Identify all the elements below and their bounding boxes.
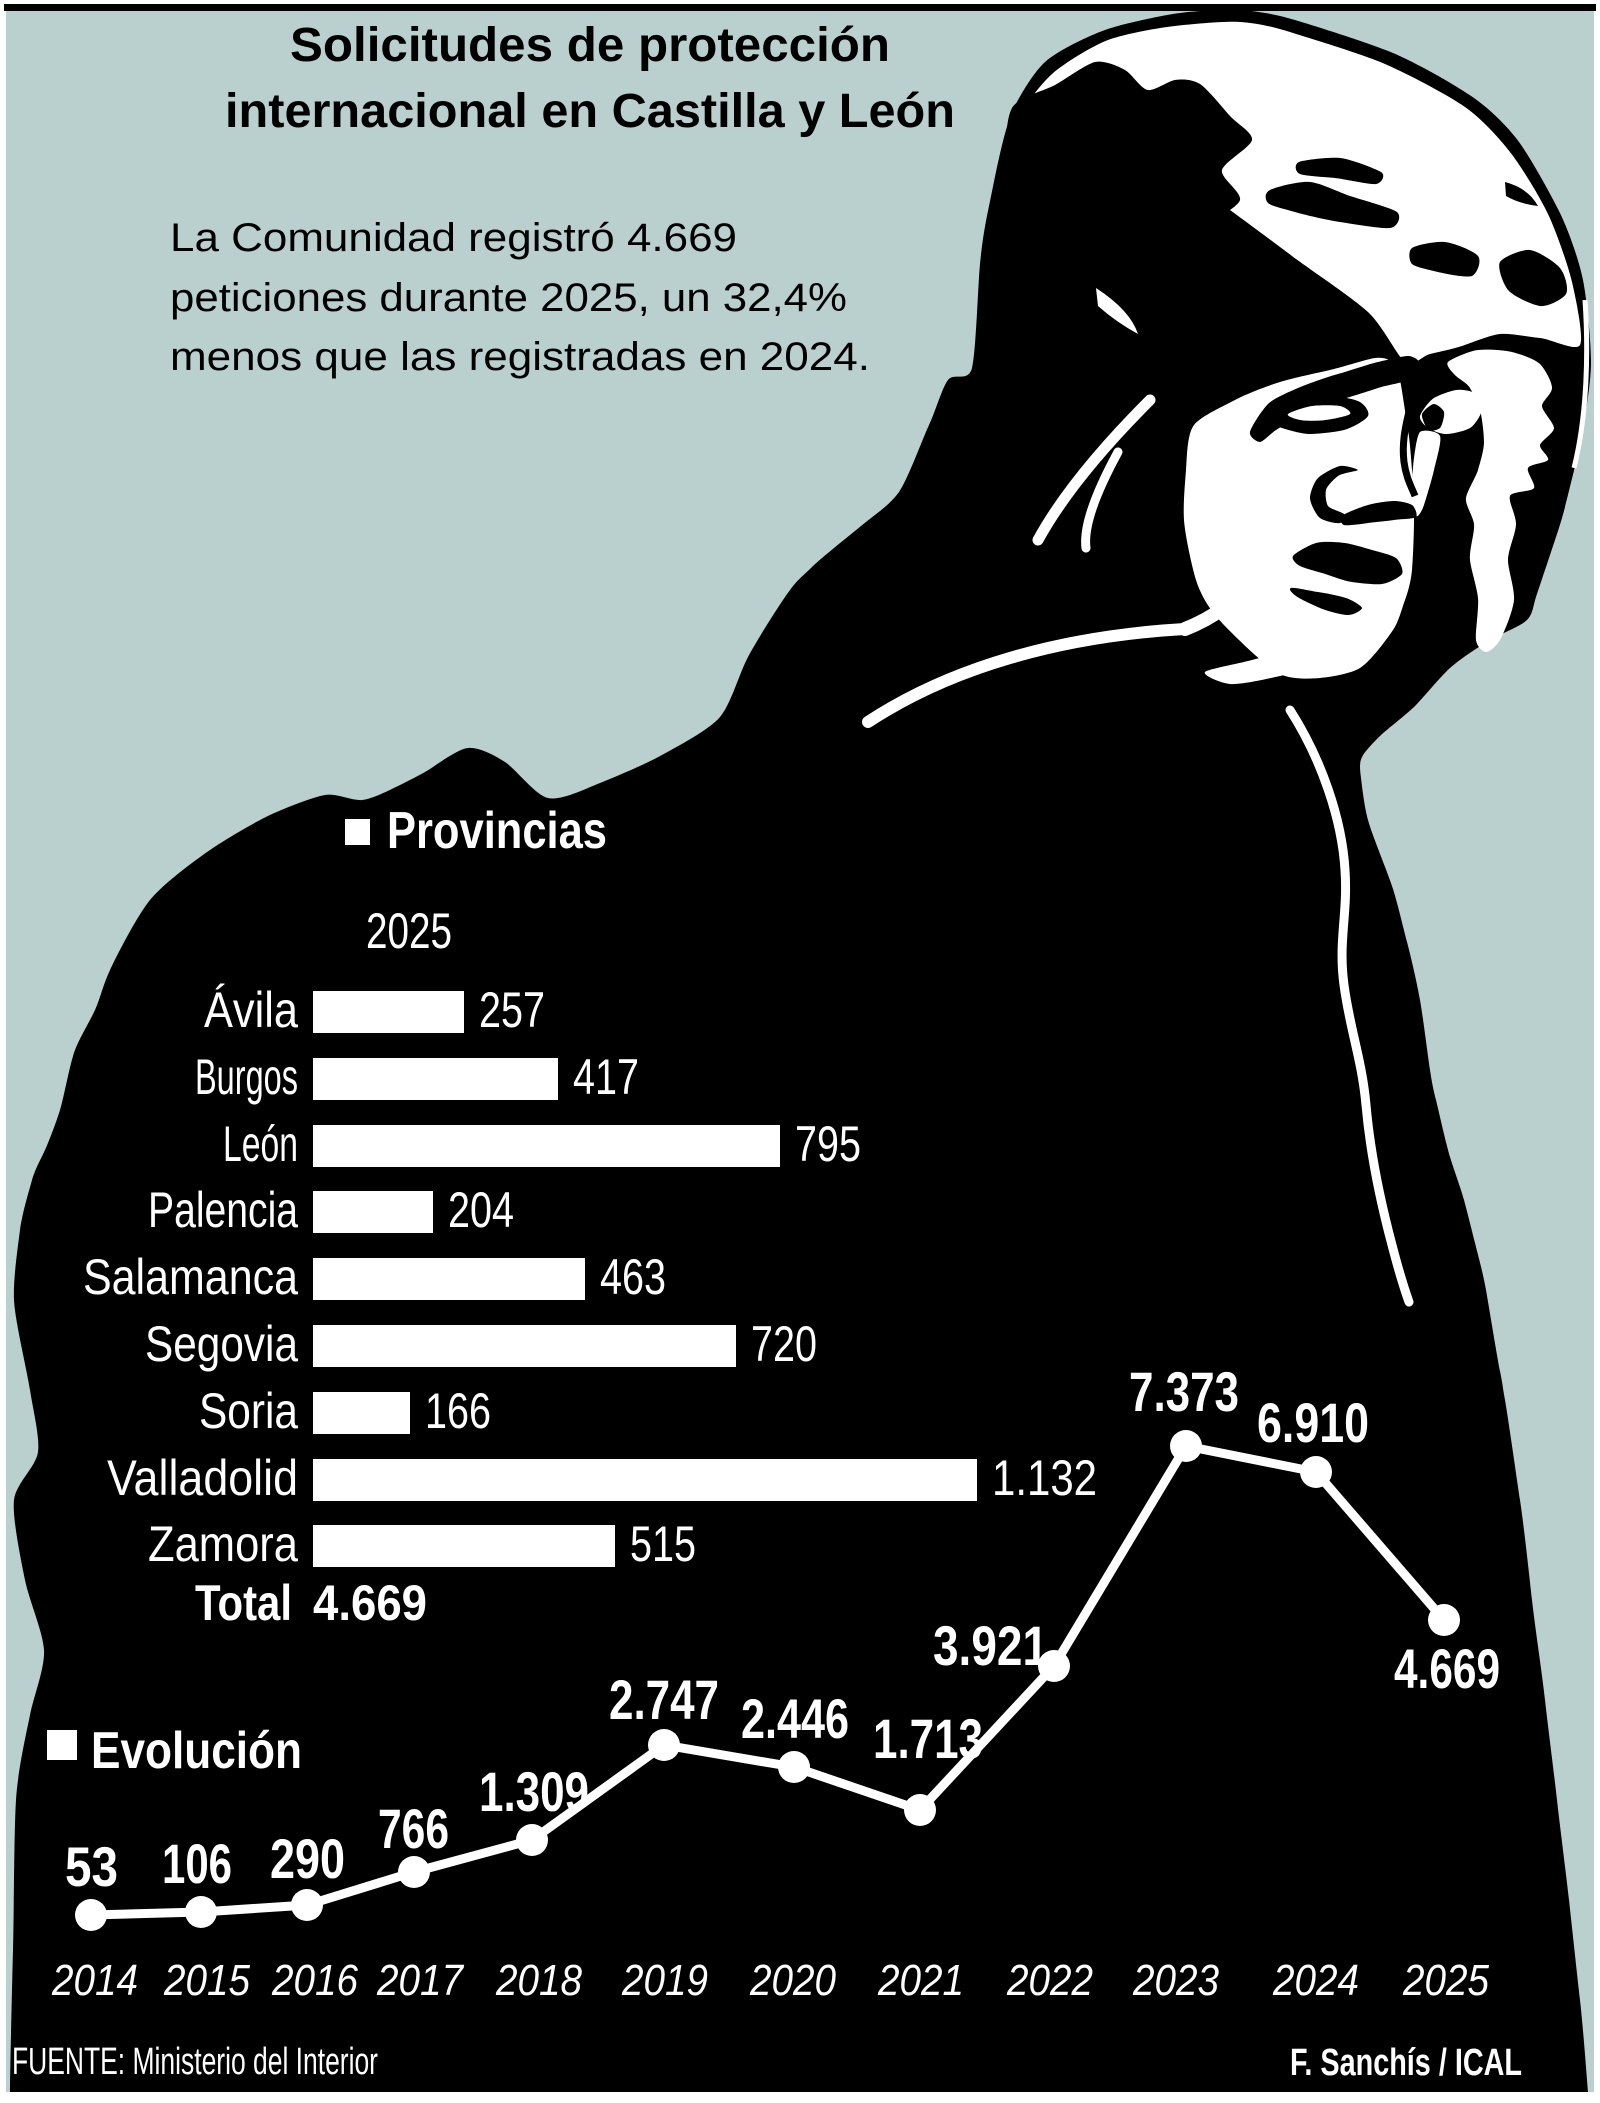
svg-text:2022: 2022 — [1006, 1956, 1093, 2005]
svg-text:2020: 2020 — [749, 1956, 836, 2005]
svg-text:2024: 2024 — [1272, 1956, 1359, 2005]
svg-text:2019: 2019 — [621, 1956, 708, 2005]
svg-text:204: 204 — [448, 1182, 514, 1238]
svg-text:3.921: 3.921 — [933, 1614, 1048, 1677]
svg-text:106: 106 — [162, 1832, 232, 1895]
svg-text:F. Sanchís / ICAL: F. Sanchís / ICAL — [1290, 2042, 1522, 2084]
svg-text:463: 463 — [600, 1249, 666, 1305]
svg-text:2025: 2025 — [1402, 1956, 1489, 2005]
svg-text:795: 795 — [795, 1116, 861, 1172]
svg-text:2017: 2017 — [376, 1956, 464, 2005]
svg-text:2015: 2015 — [163, 1956, 250, 2005]
svg-text:FUENTE: Ministerio del Interio: FUENTE: Ministerio del Interior — [12, 2041, 378, 2083]
svg-text:Total: Total — [195, 1575, 292, 1631]
svg-text:2021: 2021 — [877, 1956, 964, 2005]
svg-text:2016: 2016 — [271, 1956, 358, 2005]
svg-text:Evolución: Evolución — [91, 1722, 302, 1780]
svg-text:2014: 2014 — [51, 1956, 138, 2005]
svg-text:257: 257 — [479, 982, 545, 1038]
svg-text:720: 720 — [751, 1316, 817, 1372]
svg-text:Ávila: Ávila — [204, 982, 298, 1038]
svg-text:2023: 2023 — [1132, 1956, 1219, 2005]
svg-text:Valladolid: Valladolid — [107, 1450, 298, 1506]
svg-text:Palencia: Palencia — [148, 1182, 298, 1238]
svg-text:peticiones durante 2025, un 32: peticiones durante 2025, un 32,4% — [170, 276, 847, 320]
svg-text:Zamora: Zamora — [148, 1516, 298, 1572]
svg-text:4.669: 4.669 — [313, 1575, 427, 1631]
svg-text:1.713: 1.713 — [873, 1707, 983, 1770]
svg-text:internacional en Castilla y Le: internacional en Castilla y León — [225, 85, 955, 138]
svg-text:1.309: 1.309 — [479, 1760, 589, 1823]
svg-text:menos que las registradas en 2: menos que las registradas en 2024. — [170, 335, 870, 379]
svg-text:2025: 2025 — [366, 903, 452, 959]
svg-text:2018: 2018 — [495, 1956, 582, 2005]
svg-text:290: 290 — [270, 1827, 345, 1890]
svg-text:La Comunidad registró 4.669: La Comunidad registró 4.669 — [170, 216, 737, 260]
svg-text:1.132: 1.132 — [992, 1450, 1097, 1506]
svg-text:417: 417 — [573, 1049, 639, 1105]
svg-text:2.446: 2.446 — [741, 1687, 849, 1750]
svg-text:166: 166 — [425, 1383, 491, 1439]
svg-text:515: 515 — [630, 1516, 696, 1572]
svg-text:2.747: 2.747 — [609, 1668, 719, 1731]
svg-text:Salamanca: Salamanca — [83, 1249, 298, 1305]
svg-text:Provincias: Provincias — [387, 802, 607, 860]
svg-text:Soria: Soria — [199, 1383, 298, 1439]
svg-text:53: 53 — [65, 1835, 118, 1898]
svg-text:Solicitudes de protección: Solicitudes de protección — [290, 19, 890, 72]
svg-text:Burgos: Burgos — [195, 1049, 298, 1105]
svg-text:Segovia: Segovia — [145, 1316, 298, 1372]
svg-text:766: 766 — [378, 1797, 449, 1860]
svg-text:6.910: 6.910 — [1257, 1391, 1369, 1454]
svg-text:4.669: 4.669 — [1394, 1637, 1500, 1700]
svg-text:7.373: 7.373 — [1129, 1360, 1239, 1423]
svg-text:León: León — [223, 1116, 298, 1172]
